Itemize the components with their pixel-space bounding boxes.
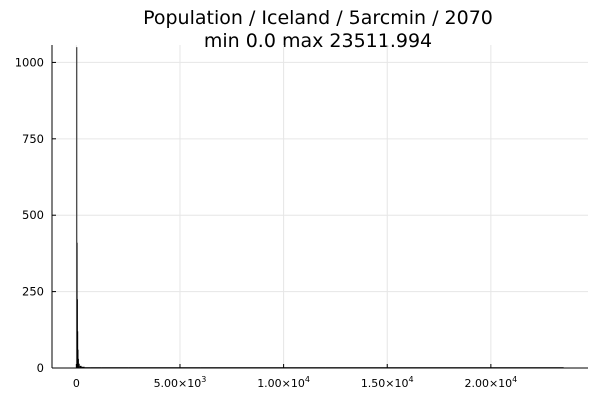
x-tick-label: 5.00×103 bbox=[154, 375, 207, 390]
chart-title: Population / Iceland / 5arcmin / 2070 bbox=[143, 7, 493, 29]
y-tick-label: 750 bbox=[22, 132, 44, 146]
histogram-bar bbox=[79, 365, 82, 368]
y-tick-label: 1000 bbox=[15, 55, 44, 69]
tick-labels: 0 5.00×103 1.00×104 1.50×104 2.00×104 0 250 500… bbox=[15, 55, 518, 390]
histogram-bar bbox=[78, 363, 80, 368]
y-tick-label: 0 bbox=[37, 361, 44, 375]
axes bbox=[51, 45, 588, 369]
chart-subtitle: min 0.0 max 23511.994 bbox=[204, 30, 432, 52]
x-tick-label: 1.50×104 bbox=[361, 375, 414, 390]
x-tick-label: 0 bbox=[73, 377, 80, 390]
histogram-bar bbox=[78, 358, 79, 368]
x-tick-label: 2.00×104 bbox=[464, 375, 517, 390]
x-tick-label: 1.00×104 bbox=[257, 375, 310, 390]
y-tick-label: 250 bbox=[22, 285, 44, 299]
histogram-bar bbox=[76, 47, 78, 369]
y-tick-label: 500 bbox=[22, 208, 44, 222]
histogram-bar bbox=[81, 366, 85, 368]
grid-lines bbox=[52, 45, 588, 369]
